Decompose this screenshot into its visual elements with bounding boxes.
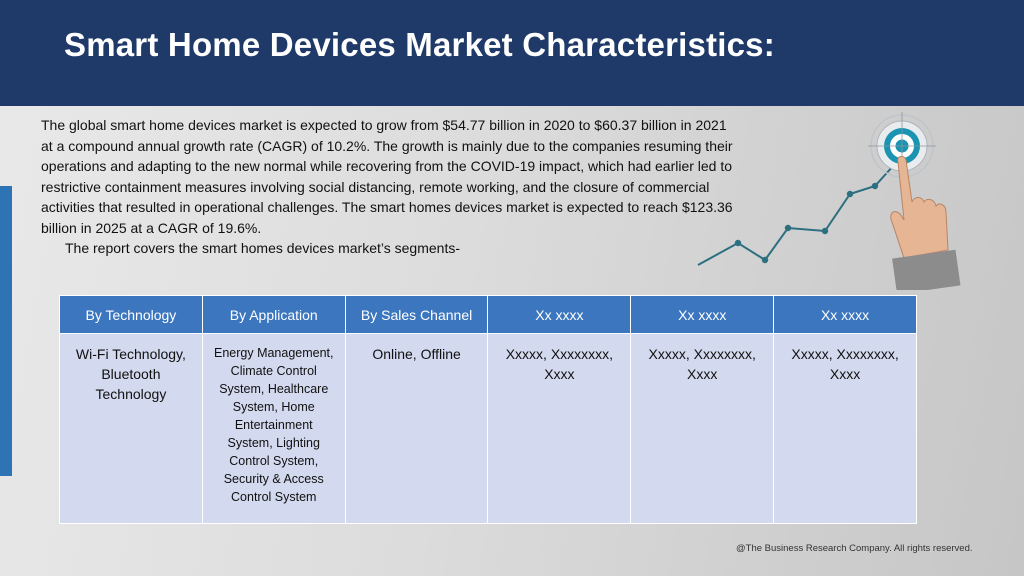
header-cell: Xx xxxx — [630, 295, 775, 334]
segments-intro: The report covers the smart homes device… — [65, 240, 461, 256]
slide-title: Smart Home Devices Market Characteristic… — [64, 26, 775, 63]
table-row: Wi-Fi Technology, Bluetooth Technology E… — [59, 333, 917, 524]
intro-text: The global smart home devices market is … — [41, 115, 741, 259]
market-paragraph: The global smart home devices market is … — [41, 117, 733, 236]
growth-line-graphic — [697, 112, 961, 290]
table-cell: Xxxxx, Xxxxxxxx, Xxxx — [773, 333, 917, 524]
table-cell: Xxxxx, Xxxxxxxx, Xxxx — [487, 333, 632, 524]
table-cell: Wi-Fi Technology, Bluetooth Technology — [59, 333, 203, 524]
copyright-footer: @The Business Research Company. All righ… — [736, 543, 973, 554]
header-cell: By Technology — [59, 295, 203, 334]
pointing-hand-icon — [890, 155, 961, 290]
header-cell: By Application — [201, 295, 346, 334]
table-cell: Xxxxx, Xxxxxxxx, Xxxx — [630, 333, 775, 524]
growth-line — [697, 155, 903, 266]
segments-table: By Technology By Application By Sales Ch… — [59, 295, 917, 524]
header-cell: Xx xxxx — [773, 295, 917, 334]
growth-points — [734, 182, 879, 264]
table-cell: Energy Management, Climate Control Syste… — [201, 333, 346, 524]
header-cell: Xx xxxx — [487, 295, 632, 334]
accent-bar — [0, 186, 12, 476]
table-cell: Online, Offline — [344, 333, 489, 524]
table-header-row: By Technology By Application By Sales Ch… — [59, 295, 917, 334]
header-cell: By Sales Channel — [344, 295, 489, 334]
title-bar: Smart Home Devices Market Characteristic… — [0, 0, 1024, 106]
